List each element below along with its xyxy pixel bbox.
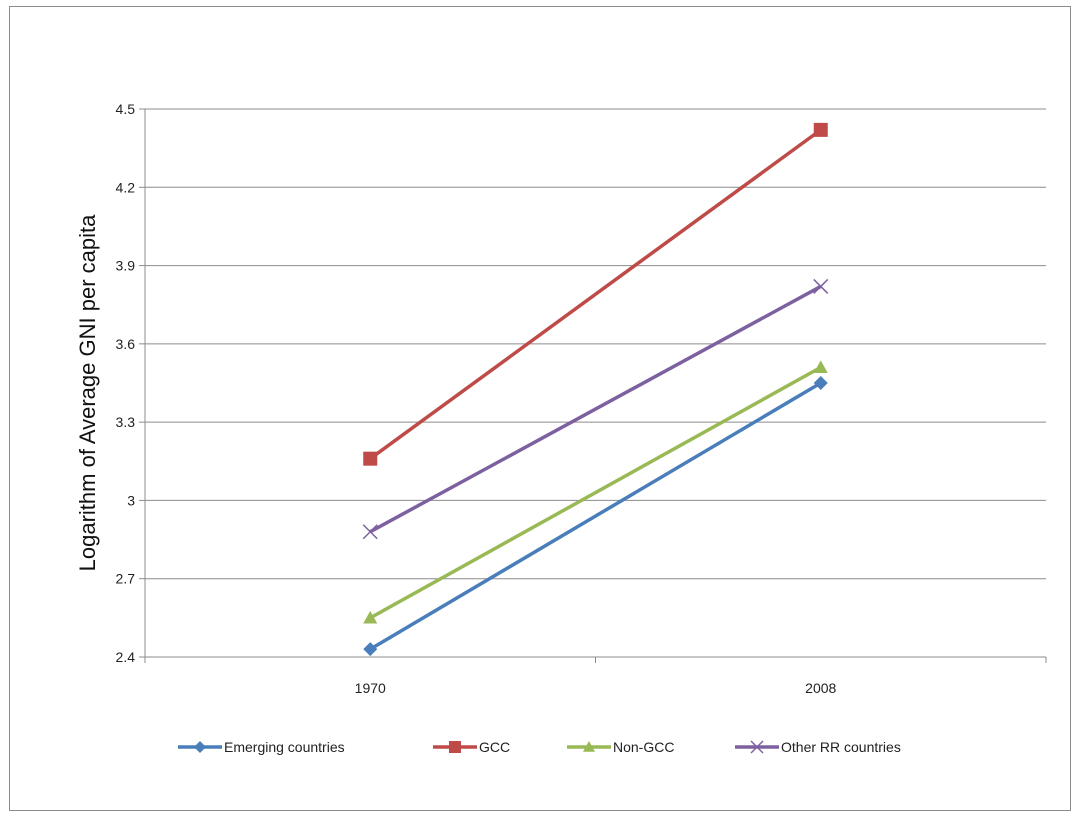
point-marker <box>362 524 378 540</box>
y-tick-label: 2.4 <box>116 649 136 665</box>
y-tick-label: 3.9 <box>116 258 136 274</box>
series-line <box>369 128 822 461</box>
x-tick-labels: 1970 2008 <box>355 680 837 696</box>
point-marker <box>750 740 764 754</box>
point-marker <box>449 741 461 753</box>
legend-label: Other RR countries <box>781 739 901 755</box>
x-tick-label: 1970 <box>355 680 386 696</box>
gridlines <box>145 108 1046 580</box>
point-marker <box>813 122 828 137</box>
y-tick-label: 3 <box>127 492 135 508</box>
legend-item: Emerging countries <box>178 739 345 755</box>
legend-item: GCC <box>433 739 510 755</box>
series-line <box>369 284 822 534</box>
legend: Emerging countries GCC Non-GCC Other RR cou… <box>178 739 901 755</box>
legend-label: Emerging countries <box>224 739 345 755</box>
axes <box>139 108 1047 663</box>
point-marker <box>363 610 378 624</box>
point-marker <box>813 278 829 294</box>
point-marker <box>583 741 595 752</box>
point-marker <box>813 376 828 390</box>
point-marker <box>813 360 828 373</box>
series-non-gcc <box>363 360 828 624</box>
y-tick-label: 3.6 <box>116 336 136 352</box>
point-marker <box>363 642 378 657</box>
legend-label: Non-GCC <box>613 739 674 755</box>
x-tick-label: 2008 <box>805 680 836 696</box>
y-tick-label: 4.5 <box>116 101 136 117</box>
legend-label: GCC <box>479 739 510 755</box>
y-tick-labels: 2.4 2.7 3 3.3 3.6 3.9 4.2 4.5 <box>116 101 136 665</box>
y-axis-label: Logarithm of Average GNI per capita <box>75 214 100 571</box>
y-tick-label: 4.2 <box>116 179 136 195</box>
point-marker <box>194 741 206 753</box>
series-line <box>369 381 822 651</box>
series-layer <box>362 122 829 657</box>
series-gcc <box>363 122 828 466</box>
y-tick-label: 2.7 <box>116 571 136 587</box>
chart-frame <box>9 6 1071 811</box>
point-marker <box>363 451 378 466</box>
series-line <box>369 365 822 620</box>
series-other-rr-countries <box>362 278 829 540</box>
legend-item: Other RR countries <box>735 739 901 755</box>
y-tick-label: 3.3 <box>116 414 136 430</box>
legend-item: Non-GCC <box>567 739 674 755</box>
series-emerging-countries <box>363 376 828 657</box>
